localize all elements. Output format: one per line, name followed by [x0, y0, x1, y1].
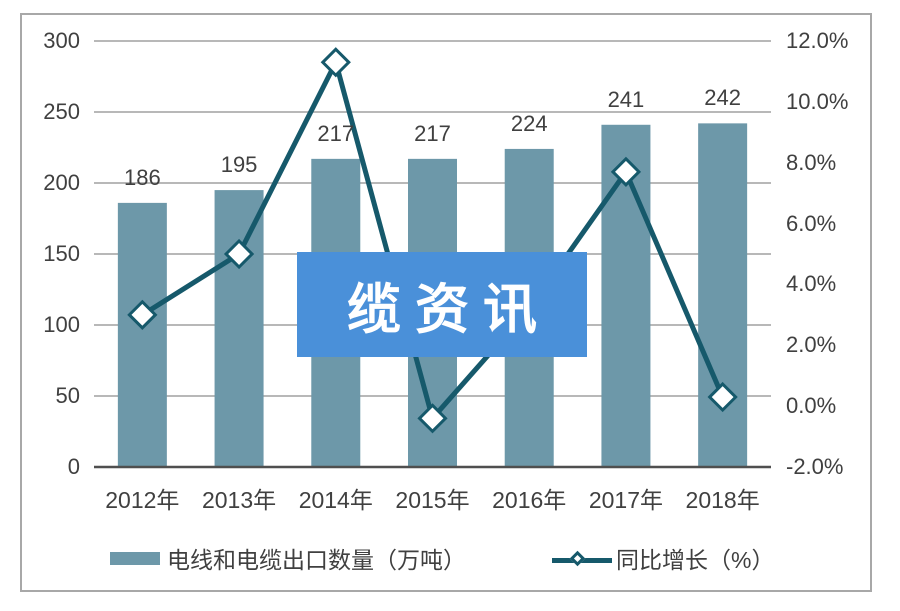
right-axis-tick-10.0%: 10.0% [786, 88, 849, 114]
x-axis-label-2017年: 2017年 [588, 487, 663, 513]
marker-2017年 [610, 156, 642, 187]
left-axis-tick-150: 150 [43, 241, 80, 266]
right-axis-tick-12.0%: 12.0% [786, 28, 849, 53]
legend-line-label: 同比增长（%） [616, 547, 775, 573]
bar-2018年 [698, 123, 748, 468]
x-axis-label-2016年: 2016年 [492, 487, 567, 513]
x-axis-label-2012年: 2012年 [105, 487, 180, 513]
bar-value-2014年: 217 [317, 120, 355, 146]
bar-value-2015年: 217 [414, 120, 451, 146]
right-axis-tick-4.0%: 4.0% [786, 271, 837, 297]
right-axis-tick-8.0%: 8.0% [786, 149, 837, 175]
bar-2013年 [214, 190, 264, 467]
bar-value-2018年: 242 [704, 85, 741, 111]
marker-2013年 [223, 238, 255, 270]
left-axis-tick-250: 250 [43, 99, 80, 124]
bar-value-2013年: 195 [220, 152, 258, 178]
left-axis-tick-50: 50 [55, 383, 80, 408]
bar-value-2017年: 241 [607, 86, 645, 112]
watermark-text: 缆资讯 [347, 277, 551, 341]
left-axis-tick-100: 100 [43, 312, 80, 337]
x-axis-label-2018年: 2018年 [685, 487, 760, 513]
x-axis-label-2015年: 2015年 [395, 487, 470, 513]
x-axis-label-2014年: 2014年 [298, 487, 373, 513]
marker-2014年 [320, 47, 351, 78]
right-axis-tick-2.0%: 2.0% [786, 332, 837, 358]
watermark-banner: 缆资讯 [297, 252, 587, 357]
marker-2012年 [127, 299, 158, 330]
x-axis-label-2013年: 2013年 [201, 487, 277, 513]
left-axis-tick-300: 300 [43, 28, 80, 53]
bar-value-2012年: 186 [123, 164, 161, 190]
left-axis-tick-200: 200 [43, 170, 80, 195]
marker-2018年 [707, 381, 738, 413]
left-axis-tick-0: 0 [67, 454, 80, 479]
right-axis-tick-6.0%: 6.0% [786, 210, 837, 236]
legend-bar-swatch [110, 552, 160, 565]
bar-value-2016年: 224 [510, 110, 548, 136]
marker-2015年 [417, 403, 448, 434]
right-axis-tick-0.0%: 0.0% [786, 393, 837, 419]
legend-bar-label: 电线和电缆出口数量（万吨） [167, 547, 466, 573]
right-axis-tick--2.0%: -2.0% [786, 454, 844, 479]
bar-2012年 [117, 202, 167, 467]
